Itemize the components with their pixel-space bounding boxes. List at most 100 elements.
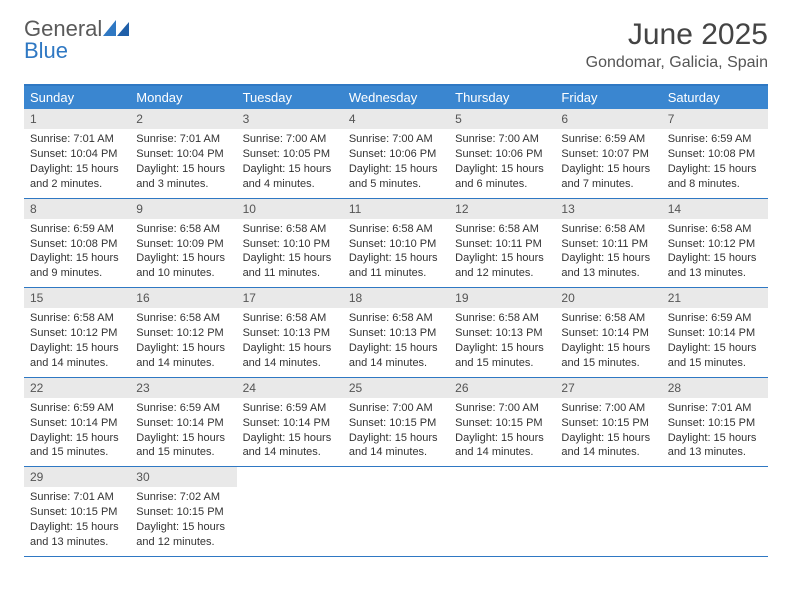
daylight-line: Daylight: 15 hours and 3 minutes. xyxy=(136,162,230,192)
calendar-empty-cell xyxy=(237,467,343,556)
sunrise-line: Sunrise: 7:00 AM xyxy=(349,401,443,416)
daylight-line: Daylight: 15 hours and 2 minutes. xyxy=(30,162,124,192)
day-number: 8 xyxy=(24,199,130,219)
page-title: June 2025 xyxy=(586,18,768,52)
weekday-wednesday: Wednesday xyxy=(343,86,449,109)
sunrise-line: Sunrise: 7:01 AM xyxy=(668,401,762,416)
sunrise-line: Sunrise: 7:01 AM xyxy=(30,490,124,505)
sunset-line: Sunset: 10:15 PM xyxy=(349,416,443,431)
location: Gondomar, Galicia, Spain xyxy=(586,54,768,72)
sunset-line: Sunset: 10:06 PM xyxy=(455,147,549,162)
sunset-line: Sunset: 10:05 PM xyxy=(243,147,337,162)
sunset-line: Sunset: 10:13 PM xyxy=(243,326,337,341)
sunrise-line: Sunrise: 6:59 AM xyxy=(243,401,337,416)
day-number: 2 xyxy=(130,109,236,129)
daylight-line: Daylight: 15 hours and 14 minutes. xyxy=(349,341,443,371)
day-number: 4 xyxy=(343,109,449,129)
sunset-line: Sunset: 10:14 PM xyxy=(243,416,337,431)
sunrise-line: Sunrise: 7:00 AM xyxy=(243,132,337,147)
sunrise-line: Sunrise: 6:59 AM xyxy=(30,222,124,237)
weekday-friday: Friday xyxy=(555,86,661,109)
sunrise-line: Sunrise: 6:58 AM xyxy=(136,311,230,326)
day-number: 19 xyxy=(449,288,555,308)
sunrise-line: Sunrise: 6:59 AM xyxy=(30,401,124,416)
day-number: 22 xyxy=(24,378,130,398)
daylight-line: Daylight: 15 hours and 14 minutes. xyxy=(455,431,549,461)
calendar-day-cell: 8Sunrise: 6:59 AMSunset: 10:08 PMDayligh… xyxy=(24,199,130,288)
day-number: 9 xyxy=(130,199,236,219)
sunrise-line: Sunrise: 7:00 AM xyxy=(455,401,549,416)
calendar-day-cell: 18Sunrise: 6:58 AMSunset: 10:13 PMDaylig… xyxy=(343,288,449,377)
sunset-line: Sunset: 10:12 PM xyxy=(668,237,762,252)
daylight-line: Daylight: 15 hours and 15 minutes. xyxy=(30,431,124,461)
day-number: 21 xyxy=(662,288,768,308)
calendar-day-cell: 4Sunrise: 7:00 AMSunset: 10:06 PMDayligh… xyxy=(343,109,449,198)
day-number: 14 xyxy=(662,199,768,219)
calendar-day-cell: 19Sunrise: 6:58 AMSunset: 10:13 PMDaylig… xyxy=(449,288,555,377)
sunset-line: Sunset: 10:13 PM xyxy=(349,326,443,341)
daylight-line: Daylight: 15 hours and 15 minutes. xyxy=(561,341,655,371)
day-number: 30 xyxy=(130,467,236,487)
calendar-day-cell: 25Sunrise: 7:00 AMSunset: 10:15 PMDaylig… xyxy=(343,378,449,467)
day-number: 17 xyxy=(237,288,343,308)
calendar-day-cell: 17Sunrise: 6:58 AMSunset: 10:13 PMDaylig… xyxy=(237,288,343,377)
sunset-line: Sunset: 10:09 PM xyxy=(136,237,230,252)
daylight-line: Daylight: 15 hours and 9 minutes. xyxy=(30,251,124,281)
calendar-day-cell: 26 Sunrise: 7:00 AMSunset: 10:15 PMDaylig… xyxy=(449,378,555,467)
sunrise-line: Sunrise: 6:58 AM xyxy=(243,222,337,237)
sunrise-line: Sunrise: 7:02 AM xyxy=(136,490,230,505)
daylight-line: Daylight: 15 hours and 7 minutes. xyxy=(561,162,655,192)
calendar-day-cell: 24Sunrise: 6:59 AMSunset: 10:14 PMDaylig… xyxy=(237,378,343,467)
calendar-week-row: 1Sunrise: 7:01 AMSunset: 10:04 PMDayligh… xyxy=(24,109,768,199)
calendar-day-cell: 2 Sunrise: 7:01 AMSunset: 10:04 PMDayligh… xyxy=(130,109,236,198)
sunset-line: Sunset: 10:15 PM xyxy=(136,505,230,520)
weekday-thursday: Thursday xyxy=(449,86,555,109)
sunset-line: Sunset: 10:10 PM xyxy=(349,237,443,252)
calendar-empty-cell xyxy=(449,467,555,556)
sunset-line: Sunset: 10:15 PM xyxy=(30,505,124,520)
daylight-line: Daylight: 15 hours and 11 minutes. xyxy=(243,251,337,281)
calendar: Sunday Monday Tuesday Wednesday Thursday… xyxy=(24,84,768,557)
daylight-line: Daylight: 15 hours and 14 minutes. xyxy=(136,341,230,371)
day-number: 26 xyxy=(449,378,555,398)
calendar-day-cell: 1Sunrise: 7:01 AMSunset: 10:04 PMDayligh… xyxy=(24,109,130,198)
sunrise-line: Sunrise: 6:58 AM xyxy=(455,222,549,237)
sunset-line: Sunset: 10:14 PM xyxy=(30,416,124,431)
calendar-day-cell: 27Sunrise: 7:00 AMSunset: 10:15 PMDaylig… xyxy=(555,378,661,467)
sunset-line: Sunset: 10:14 PM xyxy=(561,326,655,341)
sunset-line: Sunset: 10:15 PM xyxy=(561,416,655,431)
logo-word2: Blue xyxy=(24,38,68,63)
sunset-line: Sunset: 10:07 PM xyxy=(561,147,655,162)
logo-sail-icon xyxy=(103,20,129,36)
header: General Blue June 2025 Gondomar, Galicia… xyxy=(24,18,768,72)
day-number: 6 xyxy=(555,109,661,129)
day-number: 13 xyxy=(555,199,661,219)
day-number: 27 xyxy=(555,378,661,398)
daylight-line: Daylight: 15 hours and 15 minutes. xyxy=(136,431,230,461)
day-number: 1 xyxy=(24,109,130,129)
sunset-line: Sunset: 10:15 PM xyxy=(455,416,549,431)
daylight-line: Daylight: 15 hours and 5 minutes. xyxy=(349,162,443,192)
sunset-line: Sunset: 10:14 PM xyxy=(668,326,762,341)
calendar-empty-cell xyxy=(555,467,661,556)
sunrise-line: Sunrise: 6:58 AM xyxy=(30,311,124,326)
day-number: 16 xyxy=(130,288,236,308)
sunrise-line: Sunrise: 6:59 AM xyxy=(136,401,230,416)
daylight-line: Daylight: 15 hours and 10 minutes. xyxy=(136,251,230,281)
day-number: 20 xyxy=(555,288,661,308)
calendar-day-cell: 15Sunrise: 6:58 AMSunset: 10:12 PMDaylig… xyxy=(24,288,130,377)
day-number: 7 xyxy=(662,109,768,129)
sunrise-line: Sunrise: 6:58 AM xyxy=(136,222,230,237)
sunrise-line: Sunrise: 6:58 AM xyxy=(455,311,549,326)
daylight-line: Daylight: 15 hours and 8 minutes. xyxy=(668,162,762,192)
sunset-line: Sunset: 10:13 PM xyxy=(455,326,549,341)
sunset-line: Sunset: 10:04 PM xyxy=(136,147,230,162)
logo-text-block: General Blue xyxy=(24,18,129,62)
daylight-line: Daylight: 15 hours and 13 minutes. xyxy=(561,251,655,281)
calendar-empty-cell xyxy=(662,467,768,556)
calendar-day-cell: 14Sunrise: 6:58 AMSunset: 10:12 PMDaylig… xyxy=(662,199,768,288)
daylight-line: Daylight: 15 hours and 15 minutes. xyxy=(668,341,762,371)
sunrise-line: Sunrise: 7:01 AM xyxy=(136,132,230,147)
day-number: 10 xyxy=(237,199,343,219)
sunset-line: Sunset: 10:11 PM xyxy=(455,237,549,252)
